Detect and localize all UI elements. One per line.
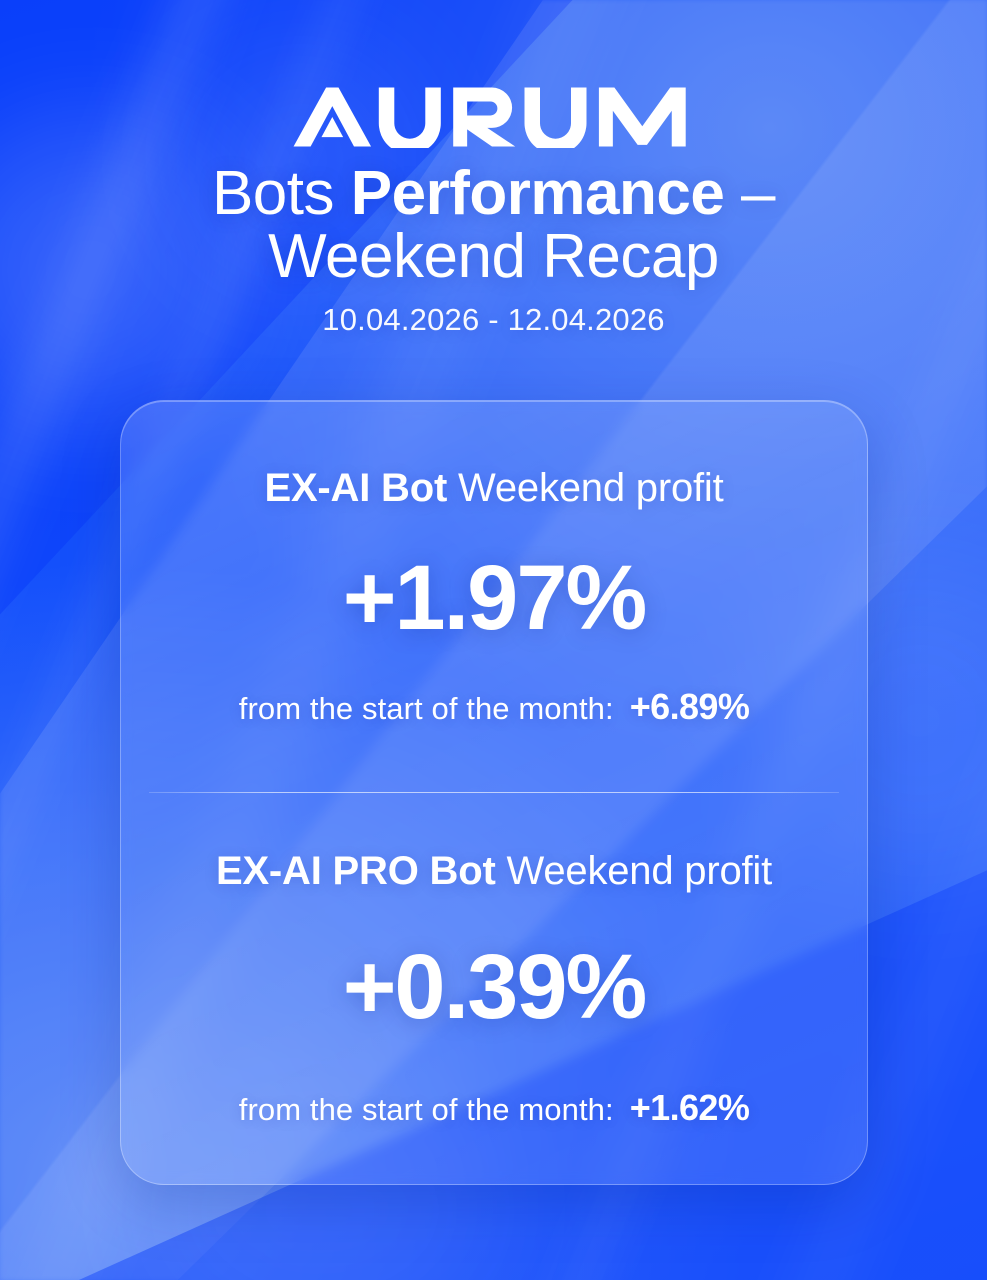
month-profit-value: +1.62% xyxy=(629,1087,750,1129)
date-range: 10.04.2026 - 12.04.2026 xyxy=(322,302,665,338)
background-glow-left xyxy=(0,120,240,420)
weekend-profit-value: +0.39% xyxy=(342,936,648,1039)
bot-name: EX-AI Bot xyxy=(264,465,448,510)
aurum-logo xyxy=(292,86,695,148)
weekend-profit-value: +1.97% xyxy=(342,547,648,650)
background-glow-mid xyxy=(180,40,420,280)
title-part-1: Bots xyxy=(211,159,351,228)
bot-heading-rest: Weekend profit xyxy=(495,848,773,893)
card-divider xyxy=(149,792,839,793)
bot-heading: EX-AI Bot Weekend profit xyxy=(264,465,723,512)
performance-card: EX-AI Bot Weekend profit +1.97% from the… xyxy=(120,400,868,1185)
bot-name: EX-AI PRO Bot xyxy=(215,848,496,893)
month-profit-row: from the start of the month: +1.62% xyxy=(238,1087,750,1129)
month-profit-row: from the start of the month: +6.89% xyxy=(238,686,750,728)
bot-heading: EX-AI PRO Bot Weekend profit xyxy=(216,848,772,895)
poster-header: Bots Performance – Weekend Recap 10.04.2… xyxy=(0,86,987,338)
bot-block-ex-ai-pro: EX-AI PRO Bot Weekend profit +0.39% from… xyxy=(143,793,845,1184)
bot-block-ex-ai: EX-AI Bot Weekend profit +1.97% from the… xyxy=(143,401,845,792)
bot-heading-rest: Weekend profit xyxy=(447,465,724,510)
title-part-2: – Weekend Recap xyxy=(268,159,776,292)
month-profit-label: from the start of the month: xyxy=(238,691,614,727)
page-title: Bots Performance – Weekend Recap xyxy=(114,159,874,292)
month-profit-label: from the start of the month: xyxy=(238,1092,614,1128)
aurum-wordmark-icon xyxy=(293,87,686,148)
title-bold-part: Performance xyxy=(350,159,725,228)
month-profit-value: +6.89% xyxy=(629,686,750,728)
